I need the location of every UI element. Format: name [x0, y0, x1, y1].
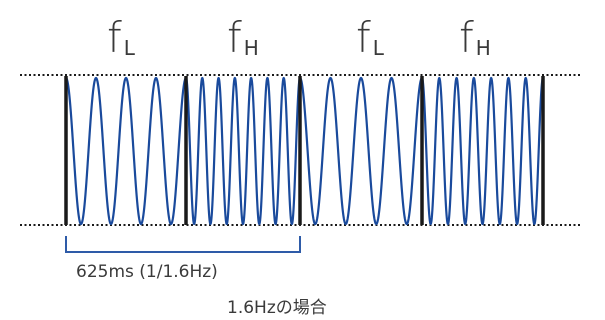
freq-subscript: H: [475, 36, 491, 60]
segment-markers: [64, 76, 545, 225]
freq-symbol: f: [459, 13, 474, 62]
wave-segment-1: [65, 76, 187, 226]
freq-subscript: L: [372, 36, 384, 60]
waveform-group: [65, 76, 544, 226]
case-label: 1.6Hzの場合: [227, 298, 327, 318]
freq-symbol: f: [107, 13, 122, 62]
freq-symbol: f: [356, 13, 371, 62]
freq-subscript: H: [243, 36, 259, 60]
wave-segment-2: [185, 76, 301, 226]
freq-symbol: f: [227, 13, 242, 62]
period-bracket: [65, 236, 301, 253]
wave-segment-3: [299, 76, 423, 226]
wave-segment-4: [421, 76, 544, 226]
freq-subscript: L: [123, 36, 135, 60]
period-label: 625ms (1/1.6Hz): [76, 262, 218, 282]
